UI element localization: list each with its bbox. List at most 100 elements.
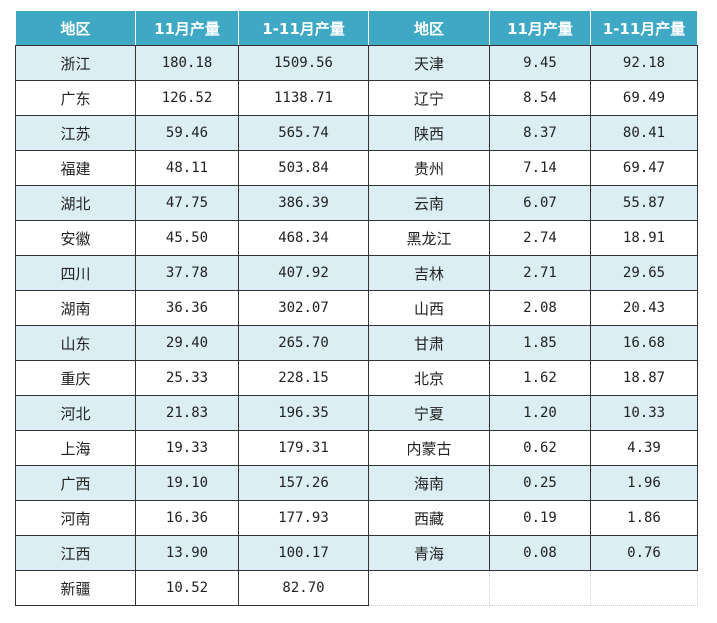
region-cell: 河南 bbox=[15, 500, 136, 536]
region-cell: 陕西 bbox=[368, 115, 490, 151]
region-cell: 吉林 bbox=[368, 255, 490, 291]
value-cell: 565.74 bbox=[238, 115, 369, 151]
value-cell: 157.26 bbox=[238, 465, 369, 501]
table-row: 福建 48.11 503.84 贵州 7.14 69.47 bbox=[15, 150, 698, 186]
table-row: 河北 21.83 196.35 宁夏 1.20 10.33 bbox=[15, 395, 698, 431]
region-cell: 广东 bbox=[15, 80, 136, 116]
region-cell: 山西 bbox=[368, 290, 490, 326]
header-cell: 11月产量 bbox=[489, 10, 591, 46]
region-cell: 四川 bbox=[15, 255, 136, 291]
value-cell: 29.65 bbox=[590, 255, 698, 291]
region-cell: 西藏 bbox=[368, 500, 490, 536]
table-row: 广东 126.52 1138.71 辽宁 8.54 69.49 bbox=[15, 80, 698, 116]
value-cell: 69.49 bbox=[590, 80, 698, 116]
region-cell: 海南 bbox=[368, 465, 490, 501]
region-cell: 福建 bbox=[15, 150, 136, 186]
table-row: 重庆 25.33 228.15 北京 1.62 18.87 bbox=[15, 360, 698, 396]
value-cell: 59.46 bbox=[135, 115, 239, 151]
value-cell: 21.83 bbox=[135, 395, 239, 431]
region-cell: 青海 bbox=[368, 535, 490, 571]
value-cell: 1.62 bbox=[489, 360, 591, 396]
value-cell: 179.31 bbox=[238, 430, 369, 466]
value-cell: 16.36 bbox=[135, 500, 239, 536]
value-cell: 8.37 bbox=[489, 115, 591, 151]
region-cell: 贵州 bbox=[368, 150, 490, 186]
value-cell: 177.93 bbox=[238, 500, 369, 536]
value-cell: 55.87 bbox=[590, 185, 698, 221]
value-cell: 6.07 bbox=[489, 185, 591, 221]
value-cell: 10.33 bbox=[590, 395, 698, 431]
value-cell: 0.62 bbox=[489, 430, 591, 466]
region-cell: 重庆 bbox=[15, 360, 136, 396]
production-table: 地区 11月产量 1-11月产量 地区 11月产量 1-11月产量 浙江 180.18 150… bbox=[15, 10, 698, 606]
value-cell: 20.43 bbox=[590, 290, 698, 326]
table-row: 河南 16.36 177.93 西藏 0.19 1.86 bbox=[15, 500, 698, 536]
value-cell: 0.76 bbox=[590, 535, 698, 571]
region-cell: 新疆 bbox=[15, 570, 136, 606]
value-cell: 1509.56 bbox=[238, 45, 369, 81]
value-cell: 100.17 bbox=[238, 535, 369, 571]
value-cell: 9.45 bbox=[489, 45, 591, 81]
value-cell: 503.84 bbox=[238, 150, 369, 186]
header-cell: 1-11月产量 bbox=[590, 10, 698, 46]
table-row: 江西 13.90 100.17 青海 0.08 0.76 bbox=[15, 535, 698, 571]
region-cell: 湖北 bbox=[15, 185, 136, 221]
table-row: 四川 37.78 407.92 吉林 2.71 29.65 bbox=[15, 255, 698, 291]
value-cell: 13.90 bbox=[135, 535, 239, 571]
value-cell: 29.40 bbox=[135, 325, 239, 361]
value-cell: 0.19 bbox=[489, 500, 591, 536]
value-cell: 2.71 bbox=[489, 255, 591, 291]
value-cell: 16.68 bbox=[590, 325, 698, 361]
region-cell: 广西 bbox=[15, 465, 136, 501]
empty-cell bbox=[489, 570, 591, 606]
header-cell: 地区 bbox=[368, 10, 490, 46]
value-cell: 265.70 bbox=[238, 325, 369, 361]
region-cell: 云南 bbox=[368, 185, 490, 221]
value-cell: 47.75 bbox=[135, 185, 239, 221]
region-cell: 安徽 bbox=[15, 220, 136, 256]
value-cell: 45.50 bbox=[135, 220, 239, 256]
value-cell: 69.47 bbox=[590, 150, 698, 186]
value-cell: 37.78 bbox=[135, 255, 239, 291]
value-cell: 196.35 bbox=[238, 395, 369, 431]
value-cell: 4.39 bbox=[590, 430, 698, 466]
region-cell: 江西 bbox=[15, 535, 136, 571]
region-cell: 黑龙江 bbox=[368, 220, 490, 256]
region-cell: 浙江 bbox=[15, 45, 136, 81]
value-cell: 1.96 bbox=[590, 465, 698, 501]
value-cell: 8.54 bbox=[489, 80, 591, 116]
value-cell: 80.41 bbox=[590, 115, 698, 151]
value-cell: 180.18 bbox=[135, 45, 239, 81]
value-cell: 1.85 bbox=[489, 325, 591, 361]
region-cell: 甘肃 bbox=[368, 325, 490, 361]
empty-cell bbox=[368, 570, 490, 606]
value-cell: 19.10 bbox=[135, 465, 239, 501]
table-row: 广西 19.10 157.26 海南 0.25 1.96 bbox=[15, 465, 698, 501]
header-cell: 1-11月产量 bbox=[238, 10, 369, 46]
value-cell: 1.86 bbox=[590, 500, 698, 536]
value-cell: 0.25 bbox=[489, 465, 591, 501]
header-cell: 11月产量 bbox=[135, 10, 239, 46]
region-cell: 江苏 bbox=[15, 115, 136, 151]
value-cell: 92.18 bbox=[590, 45, 698, 81]
value-cell: 7.14 bbox=[489, 150, 591, 186]
value-cell: 48.11 bbox=[135, 150, 239, 186]
value-cell: 82.70 bbox=[238, 570, 369, 606]
region-cell: 河北 bbox=[15, 395, 136, 431]
value-cell: 302.07 bbox=[238, 290, 369, 326]
region-cell: 宁夏 bbox=[368, 395, 490, 431]
value-cell: 18.87 bbox=[590, 360, 698, 396]
region-cell: 辽宁 bbox=[368, 80, 490, 116]
value-cell: 1138.71 bbox=[238, 80, 369, 116]
value-cell: 10.52 bbox=[135, 570, 239, 606]
empty-cell bbox=[590, 570, 698, 606]
value-cell: 19.33 bbox=[135, 430, 239, 466]
value-cell: 126.52 bbox=[135, 80, 239, 116]
value-cell: 2.74 bbox=[489, 220, 591, 256]
table-row: 浙江 180.18 1509.56 天津 9.45 92.18 bbox=[15, 45, 698, 81]
region-cell: 天津 bbox=[368, 45, 490, 81]
table-row: 湖南 36.36 302.07 山西 2.08 20.43 bbox=[15, 290, 698, 326]
table-row: 新疆 10.52 82.70 bbox=[15, 570, 698, 606]
region-cell: 湖南 bbox=[15, 290, 136, 326]
